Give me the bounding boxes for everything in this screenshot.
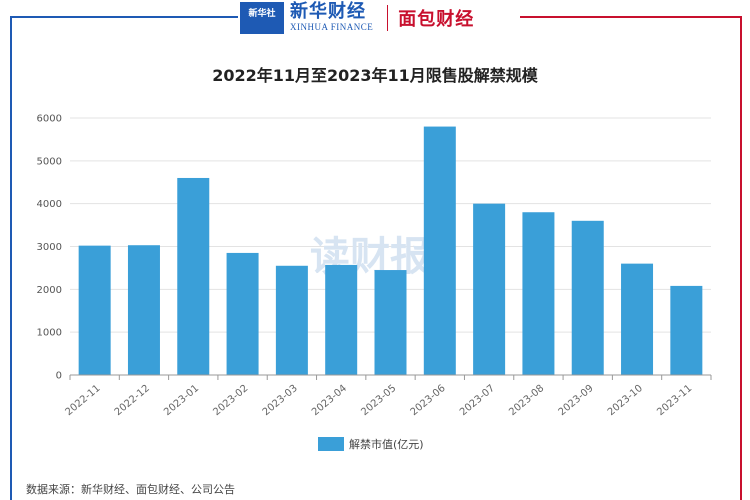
legend-label: 解禁市值(亿元) — [349, 438, 424, 451]
x-tick-label: 2023-07 — [458, 383, 497, 418]
legend-swatch — [318, 437, 344, 451]
left-frame-border — [10, 16, 12, 500]
logo-separator — [387, 5, 389, 31]
xinhua-finance-english: XINHUA FINANCE — [290, 22, 374, 32]
bar-2023-06 — [423, 126, 456, 375]
bar-2022-12 — [127, 245, 160, 375]
xinhua-finance-name: 新华财经 — [290, 1, 366, 22]
x-tick-label: 2022-11 — [63, 383, 102, 418]
x-tick-label: 2023-05 — [359, 383, 398, 418]
bar-2023-05 — [374, 270, 407, 375]
legend: 解禁市值(亿元) — [318, 436, 424, 452]
x-tick-label: 2023-01 — [162, 383, 201, 418]
axes — [69, 374, 712, 380]
mianbao-finance-logo: 面包财经 — [398, 9, 475, 30]
y-tick-label: 5000 — [37, 156, 62, 167]
bar-2023-03 — [275, 265, 308, 375]
x-tick-label: 2023-06 — [409, 383, 448, 418]
left-frame-top-border — [10, 16, 238, 18]
y-tick-label: 2000 — [37, 285, 62, 296]
bar-2023-02 — [226, 252, 259, 375]
x-tick-label: 2023-08 — [507, 383, 546, 418]
bar-2023-10 — [621, 263, 654, 375]
y-tick-label: 0 — [56, 371, 62, 382]
bar-2023-04 — [325, 264, 358, 375]
y-tick-label: 4000 — [37, 199, 62, 210]
bar-2023-01 — [177, 177, 210, 375]
bars — [78, 126, 703, 375]
x-tick-label: 2022-12 — [113, 383, 152, 418]
x-tick-label: 2023-11 — [655, 383, 694, 418]
x-tick-label: 2023-03 — [261, 383, 300, 418]
y-tick-label: 1000 — [37, 328, 62, 339]
y-tick-labels: 0 1000 2000 3000 4000 5000 6000 — [37, 114, 62, 382]
xinhua-finance-logo: 新华财经 XINHUA FINANCE — [290, 3, 373, 33]
x-tick-label: 2023-04 — [310, 383, 349, 418]
right-frame-top-border — [520, 16, 742, 18]
y-tick-label: 6000 — [37, 114, 62, 125]
source-note: 数据来源：新华财经、面包财经、公司公告 — [26, 483, 235, 496]
xinhua-badge-logo: 新华社 — [240, 2, 284, 34]
x-tick-label: 2023-09 — [557, 383, 596, 418]
bar-2023-08 — [522, 212, 555, 375]
x-tick-labels: 2022-11 2022-12 2023-01 2023-02 2023-03 2023-… — [63, 383, 694, 418]
bar-2023-07 — [473, 203, 506, 375]
bar-2023-11 — [670, 285, 703, 375]
x-tick-label: 2023-02 — [211, 383, 250, 418]
bar-2023-09 — [571, 220, 604, 375]
y-tick-label: 3000 — [37, 242, 62, 253]
bar-2022-11 — [78, 245, 111, 375]
chart-title: 2022年11月至2023年11月限售股解禁规模 — [212, 66, 538, 85]
x-tick-label: 2023-10 — [606, 383, 645, 418]
header-logos: 新华社 新华财经 XINHUA FINANCE 面包财经 — [240, 0, 520, 36]
right-frame-border — [740, 16, 742, 500]
